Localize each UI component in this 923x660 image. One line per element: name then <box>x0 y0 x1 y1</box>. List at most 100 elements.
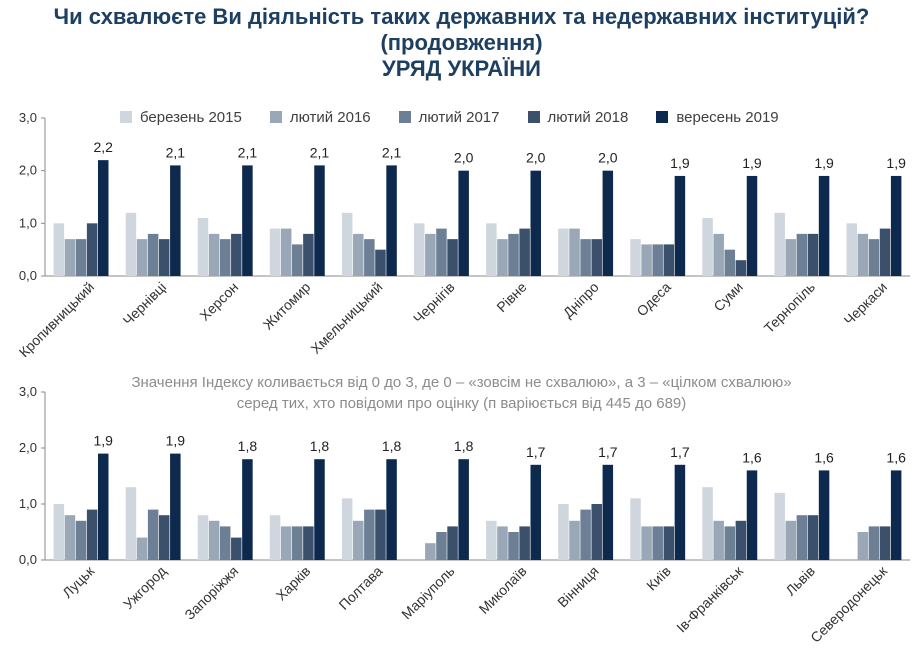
legend-swatch <box>656 111 669 123</box>
data-label: 1,9 <box>166 433 186 449</box>
legend-label: лютий 2018 <box>547 108 629 126</box>
data-label: 2,0 <box>454 150 474 166</box>
bar <box>663 244 675 276</box>
bar <box>652 244 663 276</box>
data-label: 1,9 <box>814 155 834 171</box>
category-label: Ів-Франківськ <box>673 562 746 635</box>
bar <box>785 239 797 276</box>
chart-subtitle: (продовження) <box>380 30 543 55</box>
data-label: 1,7 <box>526 444 546 460</box>
bar <box>796 233 808 276</box>
bar <box>242 459 253 560</box>
bar <box>774 212 785 276</box>
bar <box>818 470 830 560</box>
category-label: Луцьк <box>59 562 98 601</box>
bar <box>724 526 736 560</box>
bar <box>447 239 458 276</box>
category-label: Маріуполь <box>398 563 457 622</box>
bar <box>569 228 580 276</box>
bar <box>558 504 569 560</box>
legend-item: лютий 2017 <box>398 108 500 126</box>
bar <box>735 260 747 276</box>
bar <box>97 453 109 560</box>
bar <box>231 537 242 560</box>
data-label: 2,1 <box>310 144 330 160</box>
bar <box>231 233 242 276</box>
bar <box>414 223 425 276</box>
bar <box>53 223 65 276</box>
bar <box>796 515 808 560</box>
bar <box>292 244 303 276</box>
bar <box>170 453 181 560</box>
category-label: Дніпро <box>560 279 602 321</box>
bar <box>170 165 181 276</box>
bar <box>486 223 497 276</box>
bar <box>663 526 675 560</box>
bar <box>508 532 519 560</box>
bar <box>458 459 469 560</box>
bar <box>530 464 541 560</box>
bar <box>652 526 663 560</box>
data-label: 1,9 <box>742 155 762 171</box>
bar <box>341 212 353 276</box>
data-label: 1,9 <box>94 433 114 449</box>
bar <box>64 239 76 276</box>
data-label: 2,1 <box>166 144 186 160</box>
bar <box>158 515 170 560</box>
bar <box>630 498 641 560</box>
bar <box>97 160 109 276</box>
category-label: Хмельницький <box>307 279 385 357</box>
bar <box>702 218 713 276</box>
category-label: Вінниця <box>554 563 602 611</box>
category-label: Кропивницький <box>16 279 97 360</box>
bar <box>208 233 220 276</box>
bar <box>818 175 830 276</box>
bar <box>591 504 602 560</box>
bar <box>713 233 724 276</box>
data-label: 1,6 <box>886 449 906 465</box>
y-tick-label: 1,0 <box>19 215 37 230</box>
data-label: 1,6 <box>814 449 834 465</box>
data-label: 1,6 <box>742 449 762 465</box>
bar <box>280 228 292 276</box>
y-tick-label: 1,0 <box>19 496 37 511</box>
category-label: Тернопіль <box>761 279 818 336</box>
legend-label: лютий 2017 <box>418 108 500 126</box>
bar <box>879 228 891 276</box>
legend-item: лютий 2018 <box>527 108 629 126</box>
bar <box>857 532 869 560</box>
bar <box>458 170 469 276</box>
index-note-line1: Значення Індексу коливається від 0 до 3,… <box>131 374 792 391</box>
data-label: 1,7 <box>670 444 690 460</box>
category-label: Одеса <box>633 279 674 320</box>
legend-swatch <box>120 111 132 123</box>
bar <box>602 464 614 560</box>
bar <box>807 515 819 560</box>
data-label: 2,1 <box>238 144 258 160</box>
data-label: 1,8 <box>238 438 258 454</box>
bar <box>75 520 87 560</box>
bar <box>147 233 159 276</box>
data-label: 1,9 <box>670 155 690 171</box>
bar <box>314 459 325 560</box>
category-label: Київ <box>643 563 674 594</box>
bar <box>364 509 375 560</box>
category-label: Львів <box>782 563 818 599</box>
bar <box>269 228 281 276</box>
bar <box>75 239 87 276</box>
bar <box>353 233 364 276</box>
bar <box>497 526 508 560</box>
category-label: Суми <box>710 279 746 315</box>
bar <box>197 515 209 560</box>
category-label: Житомир <box>260 279 314 333</box>
legend-label: березень 2015 <box>140 108 242 126</box>
bar <box>497 239 508 276</box>
bar <box>508 233 519 276</box>
y-tick-label: 3,0 <box>19 384 37 399</box>
legend: березень 2015 лютий 2016 лютий 2017 лютий 2… <box>120 106 807 128</box>
bar <box>641 244 652 276</box>
bar <box>890 175 902 276</box>
legend-swatch <box>269 111 282 123</box>
bar <box>857 233 869 276</box>
